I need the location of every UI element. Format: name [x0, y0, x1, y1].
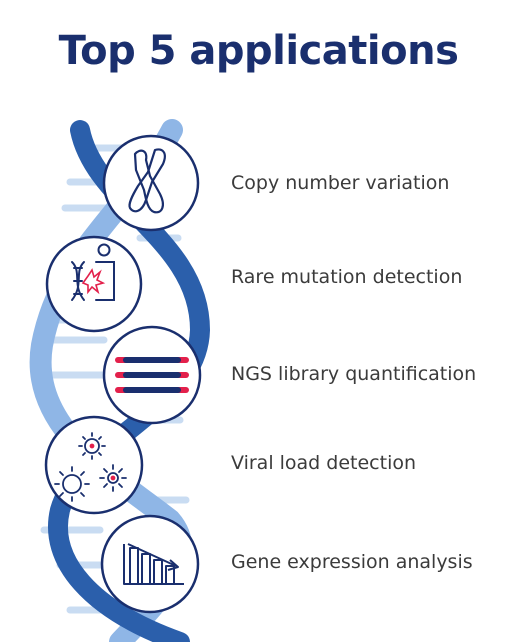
icon-circle-1: [102, 134, 200, 232]
icon-circle-2: [45, 235, 143, 333]
expression-chart-icon: [123, 543, 184, 585]
label-rare-mutation-detection: Rare mutation detection: [231, 266, 463, 288]
label-viral-load-detection: Viral load detection: [231, 452, 417, 474]
chromosome-icon: [128, 148, 166, 214]
mutation-person-icon: [71, 243, 115, 301]
virus-icon: [54, 432, 127, 502]
label-ngs-library-quantification: NGS library quantification: [231, 363, 477, 385]
label-gene-expression-analysis: Gene expression analysis: [231, 551, 473, 573]
icon-circle-3: [102, 325, 202, 425]
icon-circle-5: [100, 514, 200, 614]
library-strands-icon: [115, 357, 189, 393]
icon-circle-4: [44, 415, 144, 515]
page-title: Top 5 applications: [58, 28, 459, 74]
label-copy-number-variation: Copy number variation: [231, 172, 450, 194]
